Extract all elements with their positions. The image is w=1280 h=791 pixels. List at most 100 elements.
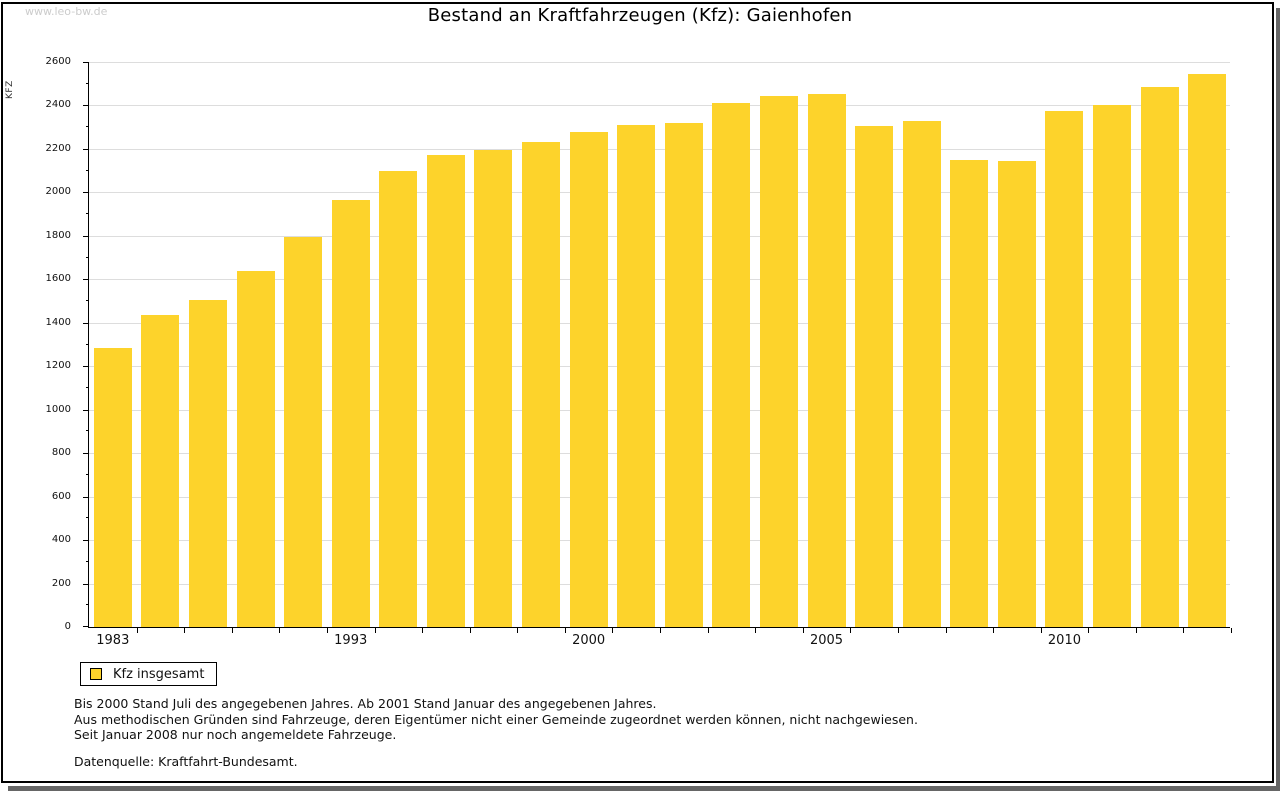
- x-axis-tick: [1088, 628, 1089, 633]
- frame-shadow-bottom: [8, 786, 1280, 791]
- y-axis-minor-tick: [86, 300, 89, 302]
- x-axis-tick: [1136, 628, 1137, 633]
- y-tick-label: 2600: [45, 56, 71, 67]
- x-axis-tick: [803, 628, 804, 633]
- y-axis-major-tick: [83, 62, 89, 63]
- x-tick-label: 1983: [96, 633, 130, 648]
- x-axis-tick: [184, 628, 185, 633]
- y-tick-label: 1200: [45, 360, 71, 372]
- y-axis-minor-tick: [86, 343, 89, 345]
- bar: [1045, 111, 1084, 627]
- bar: [93, 348, 132, 627]
- y-tick-label: 1600: [45, 273, 71, 285]
- y-tick-label: 1800: [45, 229, 71, 241]
- y-axis-minor-tick: [86, 517, 89, 519]
- y-axis-title: KFZ: [5, 80, 15, 99]
- bar: [855, 126, 894, 627]
- footnote-line: Aus methodischen Gründen sind Fahrzeuge,…: [74, 711, 918, 727]
- y-tick-label: 600: [51, 490, 71, 502]
- footnote-line: Seit Januar 2008 nur noch angemeldete Fa…: [74, 727, 397, 742]
- y-tick-label: 0: [64, 621, 71, 632]
- y-tick-label: 200: [51, 577, 71, 589]
- x-axis-tick: [1183, 628, 1184, 633]
- x-axis-tick: [660, 628, 661, 633]
- y-axis-minor-tick: [86, 82, 89, 84]
- x-axis-tick: [565, 628, 566, 633]
- y-axis-minor-tick: [86, 126, 89, 128]
- x-axis-tick: [708, 628, 709, 633]
- x-axis-tick: [422, 628, 423, 633]
- bar: [617, 125, 656, 627]
- watermark: www.leo-bw.de: [25, 5, 108, 18]
- y-axis-major-tick: [83, 626, 89, 627]
- legend-swatch: [90, 668, 102, 680]
- y-axis-minor-tick: [86, 386, 89, 388]
- gridline: [89, 105, 1230, 107]
- x-axis-tick: [232, 628, 233, 633]
- bar: [1140, 87, 1179, 627]
- y-axis-major-tick: [83, 453, 89, 455]
- gridline: [89, 148, 1230, 150]
- footnote-line: Bis 2000 Stand Juli des angegebenen Jahr…: [74, 696, 657, 711]
- frame-shadow-right: [1276, 8, 1280, 791]
- y-tick-label: 2000: [45, 186, 71, 198]
- chart-title: Bestand an Kraftfahrzeugen (Kfz): Gaienh…: [427, 5, 853, 26]
- bar: [712, 103, 751, 627]
- gridline: [89, 279, 1230, 281]
- y-axis-minor-tick: [86, 604, 89, 606]
- gridline: [89, 409, 1230, 411]
- x-tick-label: 1993: [334, 633, 368, 648]
- y-axis-minor-tick: [86, 169, 89, 171]
- y-axis-major-tick: [83, 540, 89, 542]
- y-axis-minor-tick: [86, 473, 89, 475]
- y-axis-major-tick: [83, 322, 89, 324]
- y-tick-label: 400: [51, 534, 71, 546]
- x-axis-tick: [470, 628, 471, 633]
- source-note: Datenquelle: Kraftfahrt-Bundesamt.: [74, 753, 298, 769]
- bar: [331, 200, 370, 627]
- gridline: [89, 583, 1230, 585]
- x-axis-tick: [137, 628, 138, 633]
- x-tick-label: 2000: [572, 633, 606, 648]
- bar: [950, 160, 989, 627]
- y-axis-major-tick: [83, 148, 89, 150]
- bar: [759, 96, 798, 627]
- x-axis-tick: [898, 628, 899, 633]
- bar: [902, 121, 941, 627]
- x-axis-tick: [850, 628, 851, 633]
- y-tick-label: 1000: [45, 403, 71, 415]
- y-tick-label: 1400: [45, 316, 71, 328]
- bar: [569, 132, 608, 627]
- y-axis-minor-tick: [86, 213, 89, 215]
- x-axis-tick: [612, 628, 613, 633]
- legend-label: Kfz insgesamt: [113, 666, 205, 682]
- y-axis-major-tick: [83, 409, 89, 411]
- x-axis-tick: [517, 628, 518, 633]
- y-axis-major-tick: [83, 366, 89, 368]
- y-tick-label: 2400: [45, 99, 71, 111]
- bar: [997, 161, 1036, 627]
- bar: [141, 315, 180, 627]
- y-axis-major-tick: [83, 235, 89, 237]
- gridline: [89, 235, 1230, 237]
- bar: [1188, 74, 1227, 627]
- y-axis-major-tick: [83, 192, 89, 194]
- bar: [379, 171, 418, 627]
- gridline: [89, 322, 1230, 324]
- y-tick-label: 800: [51, 447, 71, 459]
- x-axis-tick: [279, 628, 280, 633]
- x-axis-tick: [755, 628, 756, 633]
- y-axis-major-tick: [83, 105, 89, 107]
- bar: [284, 237, 323, 627]
- y-axis-minor-tick: [86, 560, 89, 562]
- footnotes: Bis 2000 Stand Juli des angegebenen Jahr…: [74, 696, 918, 769]
- gridline: [89, 192, 1230, 194]
- y-axis-major-tick: [83, 496, 89, 498]
- x-axis-tick: [1231, 628, 1232, 633]
- bar: [664, 123, 703, 627]
- legend: Kfz insgesamt: [80, 662, 217, 686]
- gridline: [89, 453, 1230, 455]
- y-axis-major-tick: [83, 583, 89, 585]
- gridline: [89, 496, 1230, 498]
